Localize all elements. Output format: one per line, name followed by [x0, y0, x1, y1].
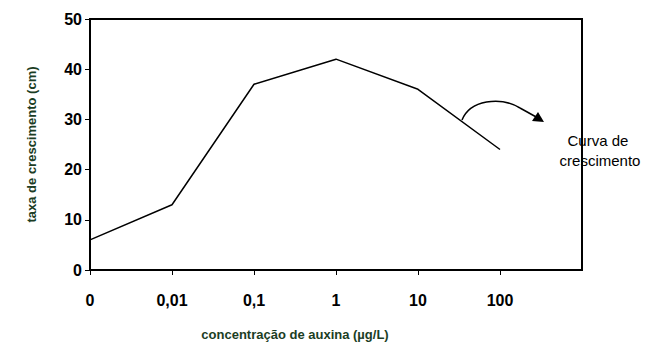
svg-text:concentração de auxina (µg/L): concentração de auxina (µg/L): [201, 327, 388, 342]
svg-text:crescimento: crescimento: [560, 152, 641, 169]
svg-text:0: 0: [86, 292, 95, 309]
svg-text:Curva de: Curva de: [567, 132, 632, 149]
svg-text:1: 1: [332, 292, 341, 309]
svg-text:10: 10: [409, 292, 427, 309]
svg-text:10: 10: [64, 211, 82, 228]
svg-text:30: 30: [64, 111, 82, 128]
svg-text:taxa de crescimento (cm): taxa de crescimento (cm): [24, 66, 39, 222]
svg-text:20: 20: [64, 161, 82, 178]
svg-text:50: 50: [64, 11, 82, 28]
svg-text:100: 100: [487, 292, 514, 309]
svg-text:40: 40: [64, 61, 82, 78]
svg-text:0,01: 0,01: [156, 292, 187, 309]
svg-text:0,1: 0,1: [243, 292, 265, 309]
svg-text:0: 0: [73, 262, 82, 279]
